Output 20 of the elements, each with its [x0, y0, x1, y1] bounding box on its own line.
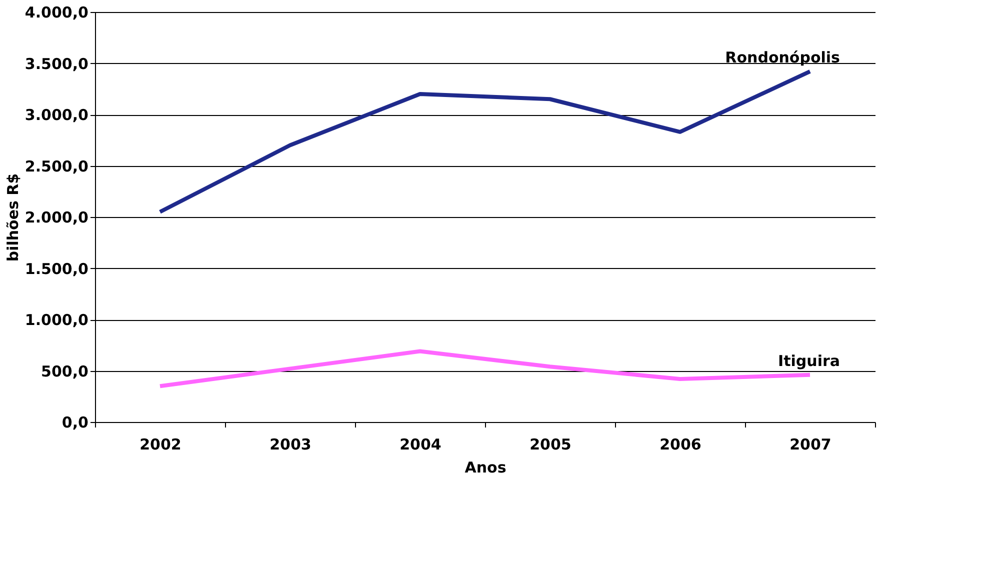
x-tick-label: 2004: [400, 436, 442, 454]
x-axis-title: Anos: [464, 458, 506, 476]
x-tick-label: 2002: [140, 436, 182, 454]
line-series: [158, 69, 812, 214]
y-tick-label: 3.000,0: [24, 106, 88, 124]
y-tick-label: 2.500,0: [24, 157, 88, 176]
y-tick-label: 0,0: [62, 414, 88, 432]
y-tick-label: 500,0: [41, 362, 88, 380]
x-tick-label: 2005: [530, 436, 572, 454]
x-tick-label: 2006: [660, 436, 702, 454]
y-tick-label: 1.000,0: [24, 311, 88, 329]
y-tick-label: 1.500,0: [24, 260, 88, 278]
y-tick-label: 3.500,0: [24, 54, 88, 73]
x-tick-label: 2007: [790, 436, 832, 454]
y-tick-label: 2.000,0: [24, 208, 88, 226]
y-axis-title: bilhões R$: [4, 173, 22, 262]
x-tick-label: 2003: [270, 436, 312, 454]
series-label: Rondonópolis: [725, 48, 840, 66]
series-label: Itiguira: [778, 352, 840, 370]
y-tick-label: 4.000,0: [24, 4, 88, 22]
